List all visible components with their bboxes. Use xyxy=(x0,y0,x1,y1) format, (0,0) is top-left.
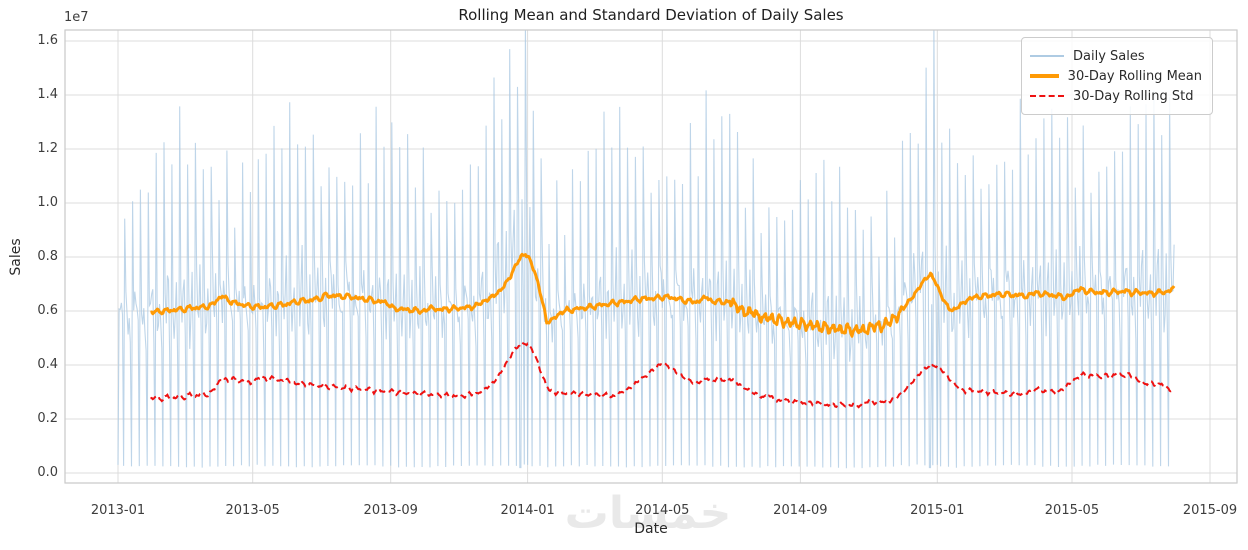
rolling-mean-line-swatch xyxy=(1030,74,1059,78)
x-tick-label: 2014-09 xyxy=(773,503,828,518)
watermark: خمسات xyxy=(564,488,732,539)
y-tick-label: 1.4 xyxy=(37,87,58,102)
y-tick-label: 0.2 xyxy=(37,411,58,426)
legend-label: Daily Sales xyxy=(1073,48,1145,64)
y-tick-label: 0.4 xyxy=(37,357,58,372)
x-tick-label: 2015-05 xyxy=(1044,503,1100,518)
y-axis-offset-text: 1e7 xyxy=(64,10,89,25)
chart-title: Rolling Mean and Standard Deviation of D… xyxy=(458,6,844,24)
y-tick-label: 1.6 xyxy=(37,33,58,48)
y-tick-label: 0.6 xyxy=(37,303,58,318)
x-tick-label: 2014-01 xyxy=(500,503,555,518)
daily-sales-line-swatch xyxy=(1030,55,1064,57)
x-tick-label: 2013-05 xyxy=(225,503,280,518)
legend-label: 30-Day Rolling Mean xyxy=(1067,68,1202,84)
x-tick-label: 2013-01 xyxy=(90,503,146,518)
legend-entry-daily-sales: Daily Sales xyxy=(1030,47,1202,65)
y-tick-label: 0.0 xyxy=(37,465,58,480)
plot-border xyxy=(64,29,1238,484)
rolling-std-line-swatch xyxy=(1030,95,1064,97)
y-tick-label: 1.2 xyxy=(37,141,58,156)
y-tick-label: 0.8 xyxy=(37,249,58,264)
legend-entry-rolling-mean: 30-Day Rolling Mean xyxy=(1030,67,1202,85)
rolling-std-line xyxy=(150,340,1175,409)
legend: Daily Sales 30-Day Rolling Mean 30-Day R… xyxy=(1021,37,1213,115)
x-tick-label: 2015-09 xyxy=(1182,503,1238,518)
rolling-mean-line xyxy=(150,252,1176,338)
daily-sales-line xyxy=(117,30,1175,469)
legend-entry-rolling-std: 30-Day Rolling Std xyxy=(1030,87,1202,105)
y-tick-label: 1.0 xyxy=(37,195,58,210)
x-tick-label: 2015-01 xyxy=(910,503,965,518)
x-axis-label: Date xyxy=(634,521,668,537)
x-tick-label: 2013-09 xyxy=(363,503,418,518)
x-tick-label: 2014-05 xyxy=(635,503,690,518)
legend-label: 30-Day Rolling Std xyxy=(1073,88,1194,104)
